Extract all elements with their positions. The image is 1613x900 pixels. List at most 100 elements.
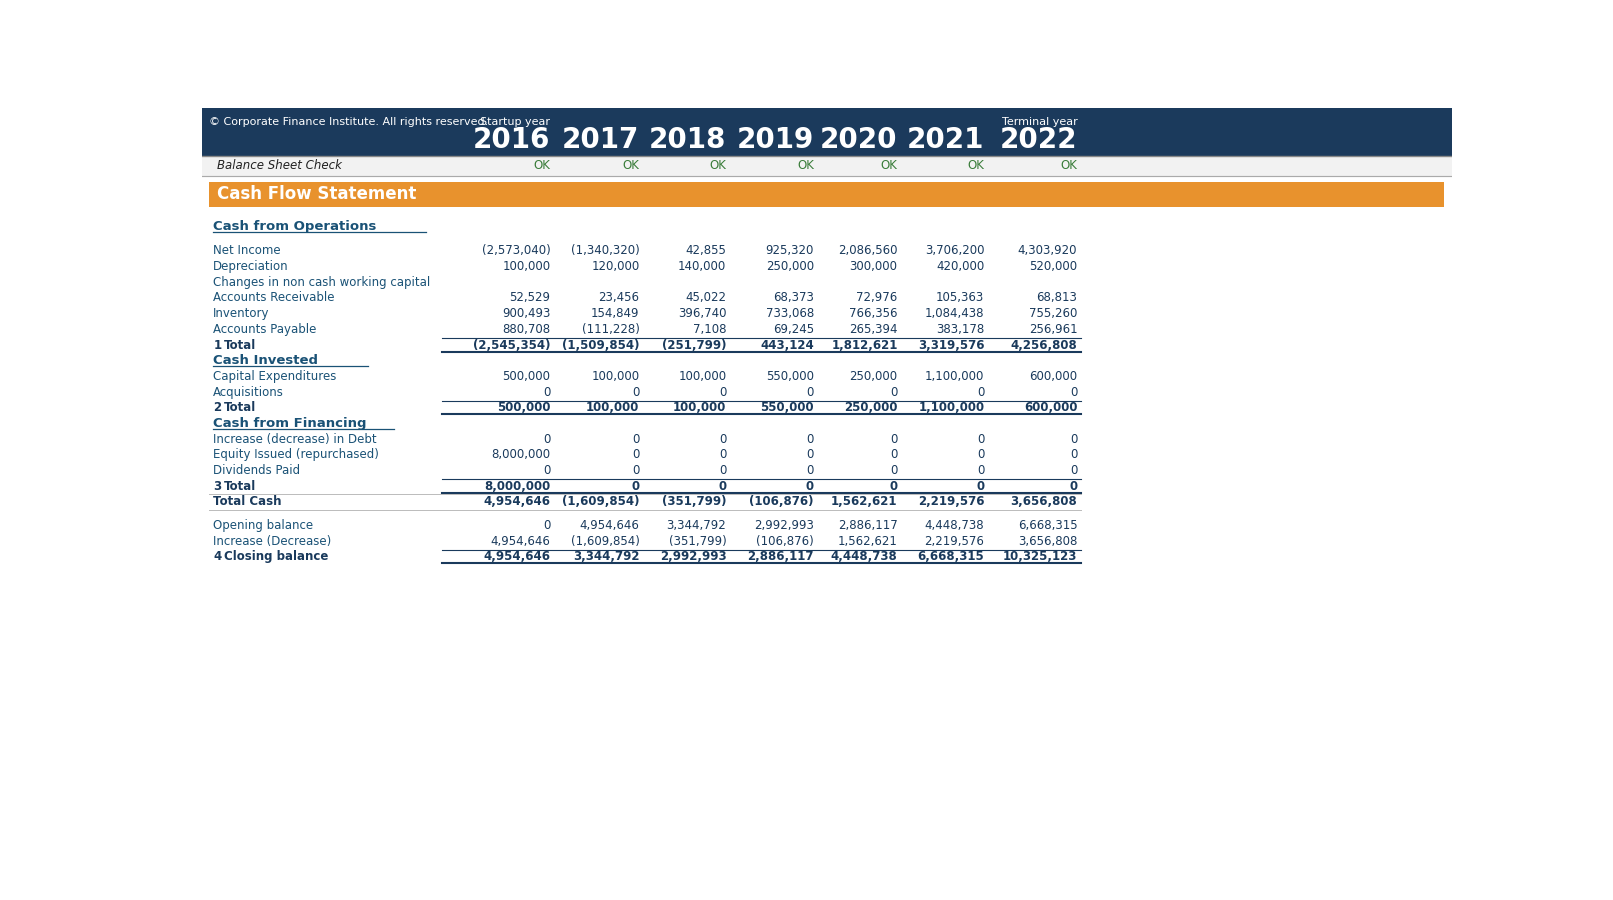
Text: 0: 0 <box>719 464 726 477</box>
Text: 550,000: 550,000 <box>766 370 815 382</box>
Text: 0: 0 <box>719 433 726 446</box>
Text: (2,545,354): (2,545,354) <box>473 338 550 352</box>
Text: 0: 0 <box>544 464 550 477</box>
Text: OK: OK <box>1060 159 1077 172</box>
Text: 68,373: 68,373 <box>773 292 815 304</box>
Text: 2022: 2022 <box>1000 126 1077 154</box>
Text: 2018: 2018 <box>648 126 726 154</box>
Text: 2,886,117: 2,886,117 <box>747 551 815 563</box>
Text: Increase (decrease) in Debt: Increase (decrease) in Debt <box>213 433 377 446</box>
Text: Accounts Payable: Accounts Payable <box>213 323 316 336</box>
Bar <box>210 182 1444 207</box>
Text: 1,562,621: 1,562,621 <box>837 535 897 547</box>
Text: 1: 1 <box>213 338 221 352</box>
Text: 8,000,000: 8,000,000 <box>484 480 550 493</box>
Text: (251,799): (251,799) <box>661 338 726 352</box>
Text: OK: OK <box>797 159 815 172</box>
Text: 755,260: 755,260 <box>1029 307 1077 320</box>
Text: 600,000: 600,000 <box>1024 401 1077 414</box>
Text: 250,000: 250,000 <box>850 370 897 382</box>
Text: Capital Expenditures: Capital Expenditures <box>213 370 337 382</box>
Text: 0: 0 <box>1069 448 1077 462</box>
Text: 1,812,621: 1,812,621 <box>831 338 897 352</box>
Text: Total: Total <box>224 480 256 493</box>
Text: (106,876): (106,876) <box>750 495 815 508</box>
Text: Accounts Receivable: Accounts Receivable <box>213 292 336 304</box>
Text: 3,344,792: 3,344,792 <box>666 518 726 532</box>
Text: (1,509,854): (1,509,854) <box>561 338 639 352</box>
Text: 7,108: 7,108 <box>694 323 726 336</box>
Text: 250,000: 250,000 <box>844 401 897 414</box>
Text: 520,000: 520,000 <box>1029 260 1077 273</box>
Text: 4,954,646: 4,954,646 <box>484 495 550 508</box>
Text: 140,000: 140,000 <box>677 260 726 273</box>
Text: 500,000: 500,000 <box>502 370 550 382</box>
Text: 1,100,000: 1,100,000 <box>918 401 984 414</box>
Text: 3: 3 <box>213 480 221 493</box>
Text: 0: 0 <box>1069 385 1077 399</box>
Text: 250,000: 250,000 <box>766 260 815 273</box>
Text: 0: 0 <box>1069 464 1077 477</box>
Text: 0: 0 <box>544 518 550 532</box>
Text: (106,876): (106,876) <box>756 535 815 547</box>
Text: OK: OK <box>968 159 984 172</box>
Text: 8,000,000: 8,000,000 <box>492 448 550 462</box>
Text: 10,325,123: 10,325,123 <box>1003 551 1077 563</box>
Text: 0: 0 <box>977 433 984 446</box>
Text: Total: Total <box>224 338 256 352</box>
Text: (2,573,040): (2,573,040) <box>482 244 550 257</box>
Text: Cash from Operations: Cash from Operations <box>213 220 376 233</box>
Text: 4,954,646: 4,954,646 <box>490 535 550 547</box>
Text: 0: 0 <box>890 448 897 462</box>
Text: 105,363: 105,363 <box>936 292 984 304</box>
Text: 0: 0 <box>977 448 984 462</box>
Text: 0: 0 <box>719 385 726 399</box>
Text: (1,340,320): (1,340,320) <box>571 244 639 257</box>
Text: Balance Sheet Check: Balance Sheet Check <box>218 159 342 172</box>
Text: 4,448,738: 4,448,738 <box>924 518 984 532</box>
Text: 265,394: 265,394 <box>848 323 897 336</box>
Text: Total: Total <box>224 401 256 414</box>
Text: (351,799): (351,799) <box>661 495 726 508</box>
Text: Startup year: Startup year <box>481 117 550 127</box>
Text: 0: 0 <box>806 448 815 462</box>
Text: Cash from Financing: Cash from Financing <box>213 417 366 430</box>
Text: Changes in non cash working capital: Changes in non cash working capital <box>213 275 431 289</box>
Text: Opening balance: Opening balance <box>213 518 313 532</box>
Text: 100,000: 100,000 <box>673 401 726 414</box>
Text: 23,456: 23,456 <box>598 292 639 304</box>
Text: 3,319,576: 3,319,576 <box>918 338 984 352</box>
Text: 3,344,792: 3,344,792 <box>573 551 639 563</box>
Text: 0: 0 <box>806 433 815 446</box>
Text: 2,086,560: 2,086,560 <box>839 244 897 257</box>
Text: 766,356: 766,356 <box>848 307 897 320</box>
Text: 100,000: 100,000 <box>586 401 639 414</box>
Text: Increase (Decrease): Increase (Decrease) <box>213 535 332 547</box>
Text: 2,886,117: 2,886,117 <box>837 518 897 532</box>
Text: OK: OK <box>623 159 639 172</box>
Text: 154,849: 154,849 <box>590 307 639 320</box>
Text: 300,000: 300,000 <box>850 260 897 273</box>
Text: 3,706,200: 3,706,200 <box>924 244 984 257</box>
Text: 2021: 2021 <box>907 126 984 154</box>
Text: OK: OK <box>881 159 897 172</box>
Text: 2: 2 <box>213 401 221 414</box>
Text: 256,961: 256,961 <box>1029 323 1077 336</box>
Text: 4,448,738: 4,448,738 <box>831 551 897 563</box>
Bar <box>202 156 1452 176</box>
Text: 1,562,621: 1,562,621 <box>831 495 897 508</box>
Text: 925,320: 925,320 <box>766 244 815 257</box>
Text: 443,124: 443,124 <box>760 338 815 352</box>
Text: 2019: 2019 <box>737 126 815 154</box>
Text: 3,656,808: 3,656,808 <box>1011 495 1077 508</box>
Text: Closing balance: Closing balance <box>224 551 329 563</box>
Text: (1,609,854): (1,609,854) <box>571 535 639 547</box>
Text: 100,000: 100,000 <box>592 370 639 382</box>
Text: 0: 0 <box>719 448 726 462</box>
Text: 120,000: 120,000 <box>592 260 639 273</box>
Text: 3,656,808: 3,656,808 <box>1018 535 1077 547</box>
Text: 0: 0 <box>632 464 639 477</box>
Text: 550,000: 550,000 <box>760 401 815 414</box>
Text: 383,178: 383,178 <box>936 323 984 336</box>
Text: 42,855: 42,855 <box>686 244 726 257</box>
